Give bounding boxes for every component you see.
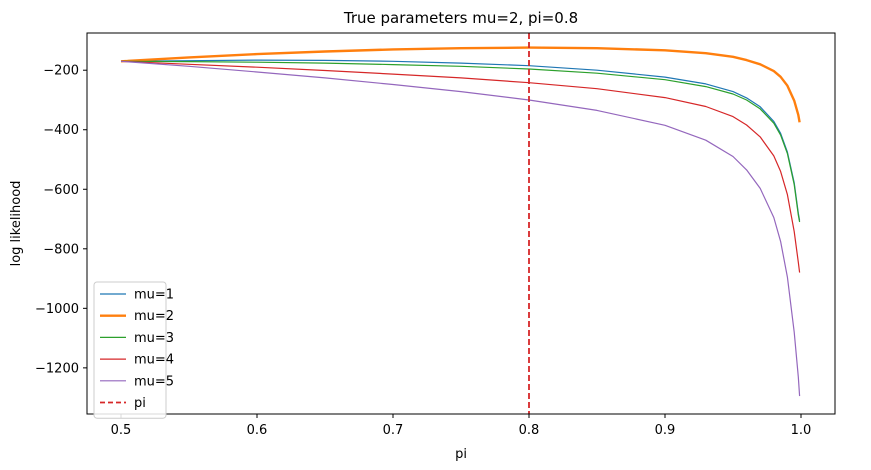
x-tick-label: 0.5 <box>111 423 132 438</box>
x-tick-label: 0.6 <box>247 423 268 438</box>
x-tick-label: 0.8 <box>519 423 540 438</box>
legend-label: pi <box>134 396 146 411</box>
plot-area <box>86 32 836 415</box>
series-line-mu-5 <box>120 60 801 397</box>
plot-frame <box>86 32 836 415</box>
series-line-mu-3 <box>120 60 801 223</box>
y-tick-label: −200 <box>43 64 79 79</box>
series-line-mu-2 <box>120 46 801 123</box>
y-tick-label: −1000 <box>35 302 79 317</box>
x-tick-label: 1.0 <box>791 423 812 438</box>
y-tick-label: −600 <box>43 183 79 198</box>
legend-label: mu=5 <box>134 374 174 389</box>
x-axis-label: pi <box>455 447 467 462</box>
chart-title: True parameters mu=2, pi=0.8 <box>343 9 578 27</box>
series-line-mu-1 <box>120 59 801 221</box>
legend: mu=1 mu=2 mu=3 mu=4 mu=5 pi <box>93 281 174 419</box>
series-group <box>120 33 801 414</box>
x-tick-label: 0.7 <box>383 423 404 438</box>
legend-label: mu=2 <box>134 309 174 324</box>
y-axis-ticks: −200 −400 −600 −800 −1000 −1200 <box>35 64 87 376</box>
x-tick-label: 0.9 <box>655 423 676 438</box>
legend-label: mu=1 <box>134 288 174 303</box>
legend-label: mu=4 <box>134 353 174 368</box>
x-axis-ticks: 0.5 0.6 0.7 0.8 0.9 1.0 <box>111 414 812 438</box>
series-line-mu-4 <box>120 60 801 273</box>
y-axis-label: log likelihood <box>9 181 24 267</box>
y-tick-label: −800 <box>43 242 79 257</box>
legend-label: mu=3 <box>134 331 174 346</box>
y-tick-label: −400 <box>43 123 79 138</box>
y-tick-label: −1200 <box>35 361 79 376</box>
